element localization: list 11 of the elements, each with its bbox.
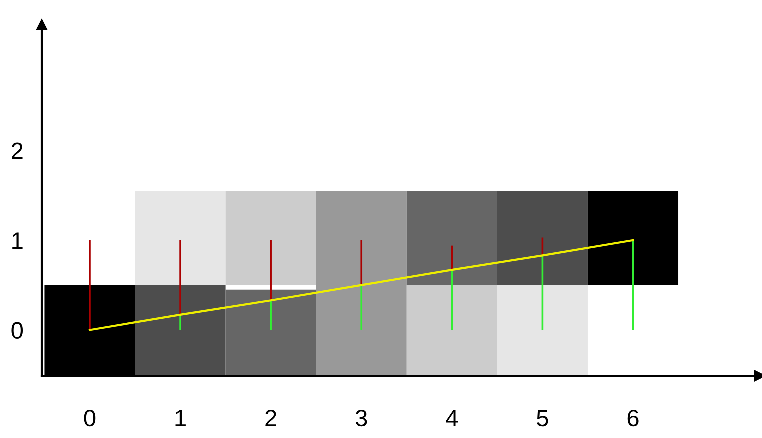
y-tick-label: 0 [12,322,24,340]
line-series [88,239,634,332]
x-tick-label: 6 [628,410,639,427]
x-tick-label: 5 [537,410,548,427]
x-tick-label: 0 [84,410,96,427]
x-tick-label: 2 [266,410,276,426]
x-tick-label: 3 [356,410,368,427]
x-tick-label: 4 [446,410,458,426]
x-tick-label: 1 [176,410,186,426]
y-tick-label: 2 [12,142,23,160]
y-tick-label: 1 [12,232,23,250]
